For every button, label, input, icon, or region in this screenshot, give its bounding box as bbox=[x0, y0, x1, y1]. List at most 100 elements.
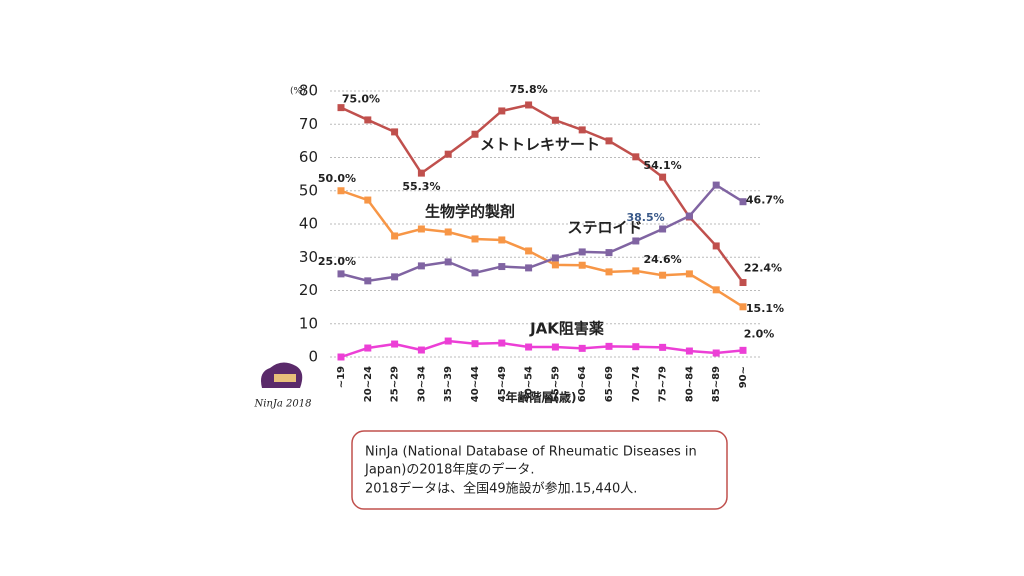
series-line bbox=[340, 103, 745, 284]
point bbox=[498, 107, 506, 115]
y-tick-label: 80 bbox=[299, 82, 318, 100]
series-line bbox=[340, 189, 744, 308]
x-tick-label: 90~ bbox=[738, 366, 749, 388]
point bbox=[632, 343, 640, 351]
point bbox=[444, 228, 452, 236]
point bbox=[632, 237, 640, 245]
logo-face bbox=[274, 374, 296, 382]
point bbox=[712, 181, 720, 189]
x-tick-label: 65~69 bbox=[604, 366, 615, 402]
point bbox=[391, 232, 399, 240]
note-line: NinJa (National Database of Rheumatic Di… bbox=[365, 445, 697, 460]
x-tick-label: ~19 bbox=[336, 366, 347, 388]
point bbox=[417, 346, 425, 354]
series-name: 生物学的製剤 bbox=[425, 203, 515, 221]
point bbox=[551, 116, 559, 124]
y-tick-label: 30 bbox=[299, 248, 318, 266]
data-label: 75.0% bbox=[342, 93, 380, 106]
x-tick-label: 80~84 bbox=[684, 366, 695, 402]
point bbox=[471, 130, 479, 138]
note-line: 2018データは、全国49施設が参加.15,440人. bbox=[365, 481, 637, 497]
logo-text: NinJa 2018 bbox=[254, 399, 312, 410]
point bbox=[337, 353, 345, 361]
point bbox=[417, 225, 425, 233]
x-tick-label: 75~79 bbox=[658, 366, 669, 402]
point bbox=[659, 343, 667, 351]
point bbox=[498, 263, 506, 271]
x-tick-label: 20~24 bbox=[363, 366, 374, 402]
x-tick-label: 50~54 bbox=[524, 366, 535, 402]
data-label: 15.1% bbox=[746, 302, 784, 315]
point bbox=[605, 137, 613, 145]
y-tick-label: 60 bbox=[299, 148, 318, 166]
data-label: 46.7% bbox=[746, 194, 784, 207]
point bbox=[364, 116, 372, 124]
point bbox=[578, 126, 586, 134]
y-unit: (%) bbox=[290, 87, 306, 97]
y-tick-label: 10 bbox=[299, 314, 318, 332]
point bbox=[364, 196, 372, 204]
point bbox=[739, 346, 747, 354]
point bbox=[471, 269, 479, 277]
series-line bbox=[340, 339, 744, 359]
point bbox=[659, 271, 667, 279]
point bbox=[712, 242, 720, 250]
point bbox=[525, 101, 533, 109]
data-label: 22.4% bbox=[744, 262, 782, 275]
point bbox=[605, 342, 613, 350]
x-tick-label: 45~49 bbox=[497, 366, 508, 402]
point bbox=[551, 343, 559, 351]
data-label: 55.3% bbox=[402, 180, 440, 193]
point bbox=[444, 337, 452, 345]
point bbox=[605, 268, 613, 276]
data-label: 50.0% bbox=[318, 172, 356, 185]
point bbox=[632, 153, 640, 161]
point bbox=[685, 347, 693, 355]
y-tick-label: 70 bbox=[299, 115, 318, 133]
point bbox=[632, 267, 640, 275]
point bbox=[471, 235, 479, 243]
y-tick-label: 0 bbox=[308, 348, 318, 366]
x-tick-label: 35~39 bbox=[443, 366, 454, 402]
x-tick-label: 70~74 bbox=[631, 366, 642, 402]
y-tick-label: 40 bbox=[299, 215, 318, 233]
point bbox=[391, 340, 399, 348]
x-tick-label: 40~44 bbox=[470, 366, 481, 402]
point bbox=[337, 104, 345, 112]
x-tick-label: 55~59 bbox=[550, 366, 561, 402]
series-line bbox=[340, 183, 744, 283]
x-tick-label: 30~34 bbox=[416, 366, 427, 402]
series-name: ステロイド bbox=[567, 219, 642, 237]
series-name: メトトレキサート bbox=[480, 136, 600, 154]
point bbox=[739, 303, 747, 311]
point bbox=[417, 262, 425, 270]
point bbox=[525, 264, 533, 272]
point bbox=[337, 187, 345, 195]
point bbox=[685, 212, 693, 220]
point bbox=[712, 286, 720, 294]
point bbox=[659, 173, 667, 181]
point bbox=[337, 270, 345, 278]
point bbox=[444, 150, 452, 158]
point bbox=[498, 339, 506, 347]
data-label: 25.0% bbox=[318, 255, 356, 268]
logo: NinJa 2018 bbox=[254, 362, 312, 410]
point bbox=[525, 343, 533, 351]
x-tick-label: 25~29 bbox=[390, 366, 401, 402]
point bbox=[712, 349, 720, 357]
point bbox=[578, 344, 586, 352]
note-box bbox=[351, 430, 728, 510]
point bbox=[605, 249, 613, 257]
y-tick-label: 50 bbox=[299, 181, 318, 199]
point bbox=[578, 248, 586, 256]
point bbox=[551, 254, 559, 262]
data-label: 38.5% bbox=[627, 211, 665, 224]
point bbox=[578, 261, 586, 269]
point bbox=[685, 270, 693, 278]
x-tick-label: 85~89 bbox=[711, 366, 722, 402]
point bbox=[417, 169, 425, 177]
data-label: 24.6% bbox=[644, 253, 682, 266]
point bbox=[364, 344, 372, 352]
point bbox=[471, 340, 479, 348]
